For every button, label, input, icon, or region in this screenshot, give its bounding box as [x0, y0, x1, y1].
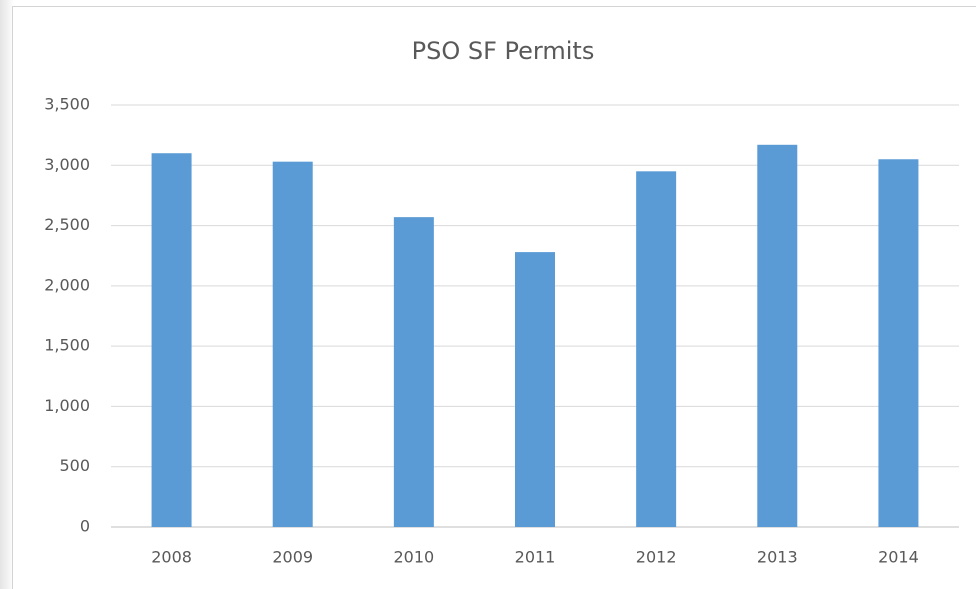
x-tick-label: 2014	[878, 548, 919, 567]
bar	[515, 252, 555, 527]
bar	[878, 159, 919, 527]
y-tick-label: 500	[59, 456, 90, 475]
x-tick-label: 2009	[272, 548, 313, 567]
x-tick-label: 2008	[151, 548, 192, 567]
y-tick-label: 1,500	[44, 336, 90, 355]
y-tick-label: 1,000	[44, 396, 90, 415]
y-tick-label: 3,000	[44, 155, 90, 174]
bar	[151, 153, 192, 527]
y-tick-label: 2,500	[44, 215, 90, 234]
left-shadow	[0, 0, 14, 589]
bar	[393, 217, 434, 528]
x-tick-label: 2012	[636, 548, 677, 567]
y-tick-label: 0	[80, 517, 90, 536]
y-tick-label: 3,500	[44, 95, 90, 114]
x-tick-label: 2011	[515, 548, 556, 567]
x-tick-label: 2010	[393, 548, 434, 567]
x-tick-label: 2013	[757, 548, 798, 567]
chart-title: PSO SF Permits	[412, 37, 595, 65]
y-tick-label: 2,000	[44, 275, 90, 294]
bar	[272, 161, 313, 527]
bar	[757, 144, 798, 527]
bar	[636, 171, 677, 528]
